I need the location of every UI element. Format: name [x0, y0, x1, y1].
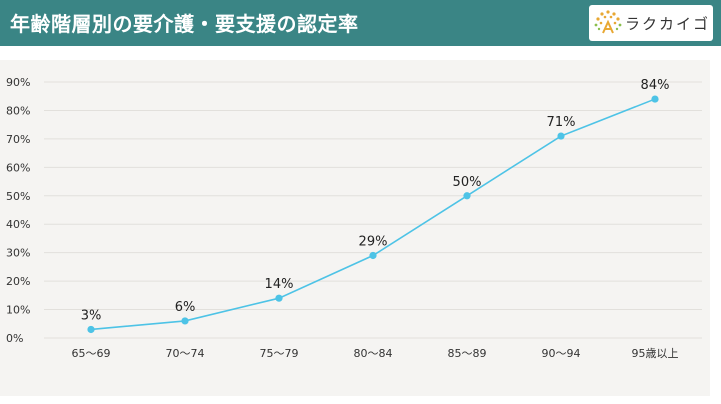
data-label: 6% [175, 300, 196, 315]
y-axis-ticks: 0% 10% 20% 30% 40% 50% 60% 70% 80% 90% [6, 76, 30, 345]
brand-name: ラクカイゴ [625, 15, 711, 33]
data-labels: 3% 6% 14% 29% 50% 71% 84% [81, 78, 670, 323]
data-point [463, 192, 471, 200]
data-label: 29% [359, 235, 388, 250]
data-point [87, 325, 95, 334]
y-tick-label: 30% [6, 247, 30, 260]
x-tick-label: 85〜89 [448, 347, 487, 360]
data-label: 3% [81, 308, 102, 323]
x-tick-label: 80〜84 [354, 347, 393, 360]
data-point [651, 95, 659, 103]
x-tick-label: 70〜74 [166, 347, 205, 360]
y-tick-label: 90% [6, 76, 30, 89]
series-line [90, 98, 656, 331]
x-axis-ticks: 65〜69 70〜74 75〜79 80〜84 85〜89 90〜94 95歳以上 [72, 347, 679, 360]
chart-title: 年齢階層別の要介護・要支援の認定率 [10, 12, 359, 36]
data-point [181, 317, 189, 325]
series-line-group [90, 98, 656, 331]
y-tick-label: 40% [6, 218, 30, 231]
y-tick-label: 0% [6, 332, 23, 345]
plot-background [0, 60, 710, 396]
y-tick-label: 80% [6, 104, 30, 117]
chart-header: 年齢階層別の要介護・要支援の認定率 ラクカイゴ [0, 0, 721, 46]
data-label: 71% [547, 115, 576, 130]
data-point [275, 294, 283, 302]
data-point [557, 132, 565, 140]
y-tick-label: 10% [6, 304, 30, 317]
x-tick-label: 90〜94 [542, 347, 581, 360]
brand-badge: ラクカイゴ [589, 5, 713, 41]
grid-lines [44, 81, 702, 339]
x-tick-label: 65〜69 [72, 347, 111, 360]
x-tick-label: 75〜79 [260, 347, 299, 360]
y-tick-label: 50% [6, 190, 30, 203]
data-label: 84% [641, 78, 670, 93]
data-label: 14% [265, 277, 294, 292]
x-tick-label: 95歳以上 [632, 347, 679, 360]
y-tick-label: 20% [6, 275, 30, 288]
y-tick-label: 70% [6, 133, 30, 146]
brand-logo-icon [594, 10, 622, 34]
data-points [87, 95, 659, 334]
data-label: 50% [453, 175, 482, 190]
y-tick-label: 60% [6, 161, 30, 174]
data-point [369, 251, 377, 260]
